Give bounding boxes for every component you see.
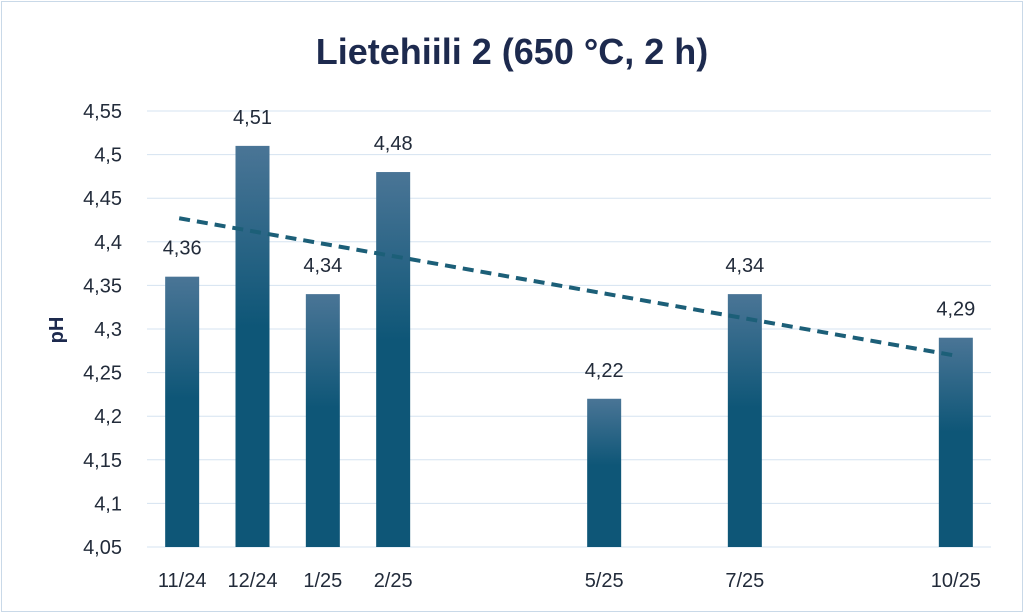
x-tick-label: 7/25 bbox=[725, 570, 764, 592]
gridlines bbox=[147, 110, 991, 548]
bar bbox=[938, 337, 973, 547]
y-tick-label: 4,4 bbox=[94, 232, 122, 254]
bar bbox=[376, 172, 411, 548]
y-tick-label: 4,55 bbox=[83, 101, 122, 123]
data-label: 4,34 bbox=[725, 255, 764, 277]
bar bbox=[165, 276, 200, 547]
y-tick-label: 4,3 bbox=[94, 319, 122, 341]
bar bbox=[305, 294, 340, 547]
data-label: 4,29 bbox=[936, 299, 975, 321]
x-tick-label: 1/25 bbox=[303, 570, 342, 592]
trendline bbox=[178, 216, 954, 358]
y-tick-label: 4,2 bbox=[94, 406, 122, 428]
bar bbox=[235, 145, 270, 547]
data-label: 4,34 bbox=[303, 255, 342, 277]
x-tick-label: 5/25 bbox=[585, 570, 624, 592]
data-labels: 4,36 4,51 4,34 4,48 4,22 4,34 4,29 bbox=[163, 107, 976, 382]
y-tick-label: 4,1 bbox=[94, 493, 122, 515]
bar bbox=[727, 294, 762, 547]
x-tick-label: 2/25 bbox=[374, 570, 413, 592]
data-label: 4,36 bbox=[163, 238, 202, 260]
trendline-group bbox=[178, 216, 954, 358]
y-tick-label: 4,05 bbox=[83, 537, 122, 559]
y-tick-label: 4,35 bbox=[83, 275, 122, 297]
bars bbox=[165, 145, 973, 548]
data-label: 4,22 bbox=[585, 360, 624, 382]
chart-title: Lietehiili 2 (650 °C, 2 h) bbox=[316, 31, 709, 72]
data-label: 4,51 bbox=[233, 107, 272, 129]
y-tick-label: 4,15 bbox=[83, 450, 122, 472]
x-tick-label: 11/24 bbox=[158, 570, 207, 592]
x-tick-label: 10/25 bbox=[931, 570, 981, 592]
x-tick-label: 12/24 bbox=[227, 570, 277, 592]
data-label: 4,48 bbox=[374, 133, 413, 155]
bar bbox=[587, 398, 622, 547]
y-tick-label: 4,5 bbox=[94, 145, 122, 167]
y-tick-label: 4,25 bbox=[83, 363, 122, 385]
x-axis-ticks: 11/24 12/24 1/25 2/25 5/25 7/25 10/25 bbox=[158, 570, 981, 592]
y-axis-label: pH bbox=[46, 317, 68, 344]
y-tick-label: 4,45 bbox=[83, 188, 122, 210]
y-axis-ticks: 4,05 4,1 4,15 4,2 4,25 4,3 4,35 4,4 4,45 4,5 4,55 bbox=[83, 101, 122, 559]
